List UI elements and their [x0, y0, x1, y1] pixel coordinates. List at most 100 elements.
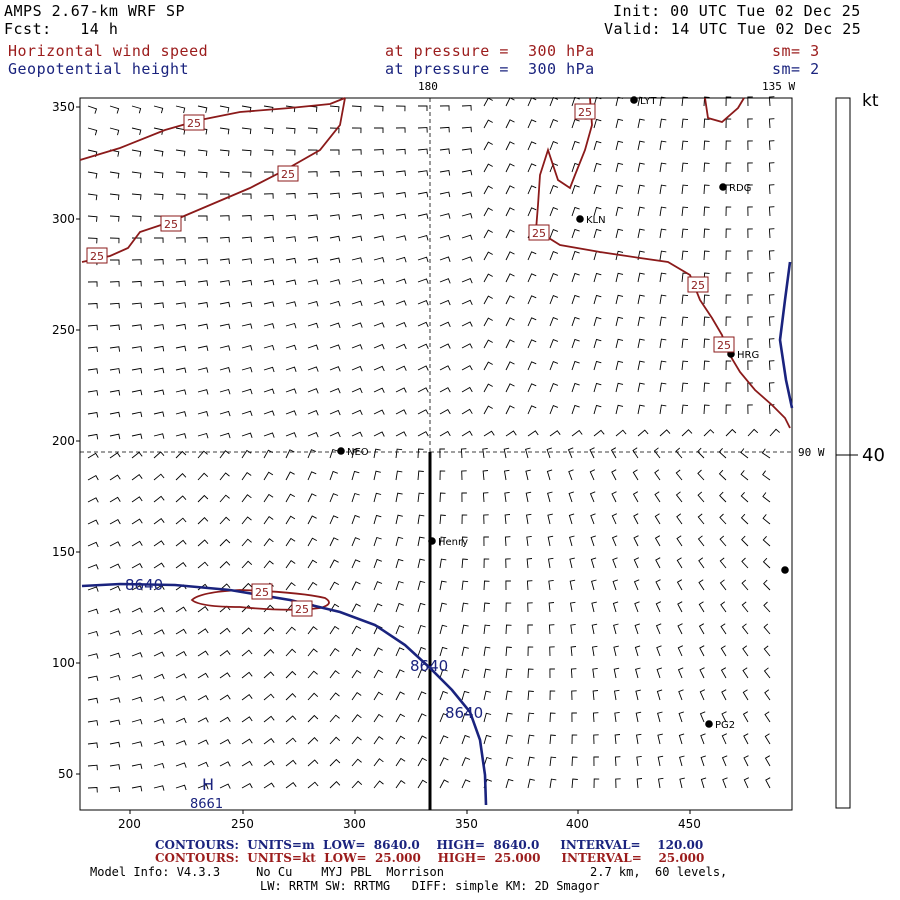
wind-barb — [681, 118, 689, 129]
wind-barb — [593, 429, 605, 437]
wind-barb — [527, 668, 534, 679]
wind-barb — [549, 251, 559, 261]
speed-label-box — [687, 276, 709, 293]
wind-barb — [351, 431, 363, 437]
stations-layer: LYT RDG KLN HRG NEO Henry PG2 — [337, 96, 789, 731]
wind-barb — [527, 251, 537, 261]
wind-barb — [637, 316, 645, 327]
wind-barb — [373, 669, 384, 679]
wind-barb — [153, 259, 164, 265]
x-tick-label: 300 — [343, 817, 366, 831]
wind-barb — [547, 491, 553, 503]
wind-barb — [762, 492, 771, 503]
wind-barb — [219, 323, 231, 330]
wind-barb — [655, 579, 661, 591]
wind-barb — [87, 433, 99, 440]
wind-barb — [439, 690, 448, 701]
wind-barb — [329, 758, 341, 767]
wind-barb — [87, 324, 98, 331]
wind-barb — [439, 256, 451, 262]
wind-barb — [762, 557, 771, 569]
wind-barb — [461, 213, 473, 219]
wind-barb — [395, 779, 406, 789]
wind-barb — [285, 449, 295, 459]
wind-barb — [439, 299, 451, 306]
wind-barb — [677, 601, 683, 613]
wind-barb — [87, 497, 99, 503]
wind-barb — [722, 777, 728, 789]
wind-barb — [504, 491, 510, 503]
wind-barb — [659, 228, 667, 239]
wind-barb — [461, 126, 472, 133]
wind-barb — [769, 428, 780, 437]
wind-barb — [329, 300, 341, 307]
wind-barb — [612, 579, 618, 591]
wind-barb — [417, 256, 429, 263]
wind-barb — [197, 280, 209, 286]
wind-barb — [461, 169, 473, 176]
wind-barb — [505, 207, 515, 217]
wind-barb — [417, 646, 426, 657]
wind-barb — [197, 105, 208, 113]
y-tick-label: 300 — [52, 212, 75, 226]
wind-barb — [653, 447, 661, 459]
wind-barb — [329, 647, 340, 657]
wind-barb — [395, 365, 407, 371]
wind-barb — [131, 562, 143, 569]
wind-barb — [720, 601, 727, 613]
high-marker: H — [202, 775, 214, 794]
wind-barb — [527, 734, 535, 745]
wind-barb — [109, 215, 120, 222]
wind-barb — [329, 322, 341, 329]
wind-barb — [417, 431, 429, 437]
wind-barb — [698, 601, 705, 613]
wind-barb — [307, 388, 319, 394]
wind-barb — [505, 756, 514, 767]
wind-barb — [740, 513, 749, 525]
wind-barb — [571, 272, 580, 283]
wind-barb — [615, 429, 627, 437]
wind-barb — [307, 214, 319, 220]
wind-barb — [219, 561, 231, 569]
wind-barb — [263, 538, 274, 547]
wind-barb — [676, 557, 683, 569]
wind-barb — [197, 539, 209, 547]
wind-barb — [351, 213, 363, 220]
wind-barb — [505, 668, 513, 679]
wind-barb — [373, 213, 385, 220]
wind-barb — [307, 449, 317, 459]
wind-barb — [197, 650, 209, 657]
wind-barb — [87, 105, 98, 114]
wind-barb — [747, 250, 753, 261]
wind-barb — [637, 338, 645, 349]
wind-barb — [742, 711, 749, 723]
wind-barb — [747, 360, 753, 371]
wind-barb — [307, 692, 319, 701]
wind-barb — [373, 758, 384, 767]
wind-barb — [549, 229, 559, 239]
wind-barb — [395, 235, 407, 241]
wind-barb — [395, 536, 404, 547]
wind-barb — [373, 105, 384, 112]
wind-barb — [263, 471, 274, 481]
wind-barb — [614, 711, 620, 723]
wind-barb — [483, 97, 493, 107]
wind-barb — [570, 646, 577, 657]
wind-barb — [373, 713, 384, 723]
wind-barb — [569, 601, 576, 613]
wind-barb — [659, 360, 667, 371]
wind-barb — [633, 513, 639, 525]
wind-barb — [329, 714, 340, 723]
wind-barb — [592, 712, 599, 723]
wind-barb — [395, 514, 403, 525]
wind-barb — [527, 119, 537, 129]
wind-barb — [241, 301, 253, 308]
wind-barb — [109, 764, 121, 770]
wind-barbs-layer — [87, 96, 780, 793]
wind-barb — [131, 585, 143, 591]
wind-barb — [197, 389, 209, 395]
wind-barb — [439, 234, 451, 241]
wind-barb — [307, 149, 318, 156]
wind-barb — [351, 365, 363, 372]
wind-barb — [571, 712, 577, 723]
